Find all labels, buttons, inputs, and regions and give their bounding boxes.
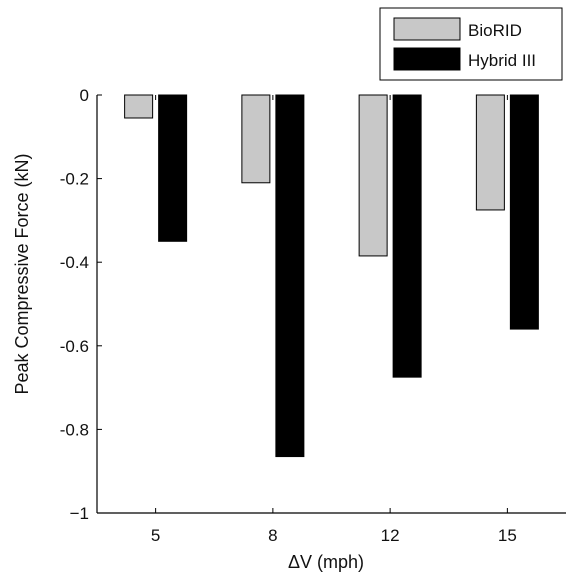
bar-biorid-5 bbox=[124, 94, 154, 119]
legend-swatch-hybrid-iii bbox=[393, 47, 461, 71]
x-axis: 5 8 12 15 bbox=[151, 95, 517, 545]
plot-area bbox=[96, 95, 566, 514]
bar-hybrid-iii-15 bbox=[509, 94, 539, 330]
legend: BioRID Hybrid III bbox=[379, 7, 563, 81]
bar-hybrid-iii-8 bbox=[275, 94, 305, 458]
bar-hybrid-iii-5 bbox=[158, 94, 188, 242]
y-tick-label: -0.4 bbox=[60, 253, 89, 272]
x-tick-label: 5 bbox=[151, 526, 160, 545]
y-tick-label: -0.2 bbox=[60, 170, 89, 189]
legend-label-hybrid-iii: Hybrid III bbox=[468, 51, 536, 70]
y-axis-title: Peak Compressive Force (kN) bbox=[12, 153, 32, 394]
legend-swatch-biorid bbox=[393, 17, 461, 41]
y-axis: 0 -0.2 -0.4 -0.6 -0.8 −1 bbox=[60, 86, 102, 523]
y-tick-label: 0 bbox=[80, 86, 89, 105]
bar-biorid-12 bbox=[358, 94, 388, 257]
x-tick-label: 15 bbox=[498, 526, 517, 545]
bar-biorid-15 bbox=[475, 94, 505, 211]
y-tick-label: -0.8 bbox=[60, 420, 89, 439]
bars bbox=[124, 94, 539, 458]
x-tick-label: 8 bbox=[268, 526, 277, 545]
bar-hybrid-iii-12 bbox=[392, 94, 422, 378]
x-axis-title: ΔV (mph) bbox=[288, 552, 364, 572]
bar-biorid-8 bbox=[241, 94, 271, 184]
legend-label-biorid: BioRID bbox=[468, 21, 522, 40]
y-tick-label: −1 bbox=[70, 504, 89, 523]
x-tick-label: 12 bbox=[381, 526, 400, 545]
y-tick-label: -0.6 bbox=[60, 337, 89, 356]
